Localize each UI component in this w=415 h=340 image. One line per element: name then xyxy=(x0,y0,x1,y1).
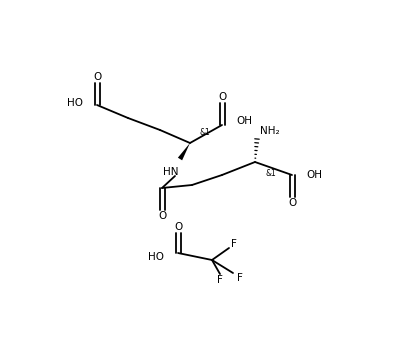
Text: O: O xyxy=(174,222,182,232)
Text: HO: HO xyxy=(148,252,164,262)
Text: F: F xyxy=(237,273,243,283)
Text: NH₂: NH₂ xyxy=(260,126,280,136)
Text: O: O xyxy=(288,198,296,208)
Text: F: F xyxy=(231,239,237,249)
Text: O: O xyxy=(218,92,226,102)
Text: &1: &1 xyxy=(199,128,210,137)
Text: O: O xyxy=(158,211,166,221)
Text: HO: HO xyxy=(67,98,83,108)
Text: HN: HN xyxy=(163,167,179,177)
Polygon shape xyxy=(178,143,190,160)
Text: O: O xyxy=(93,72,101,82)
Text: OH: OH xyxy=(306,170,322,180)
Text: &1: &1 xyxy=(265,169,276,178)
Text: OH: OH xyxy=(236,116,252,126)
Text: F: F xyxy=(217,275,223,285)
